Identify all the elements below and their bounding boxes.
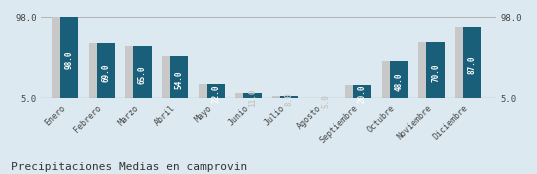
Bar — [235, 93, 261, 103]
Bar — [97, 43, 115, 103]
Bar — [382, 61, 408, 103]
Bar — [133, 46, 151, 103]
Bar — [455, 27, 481, 103]
Bar — [243, 93, 262, 103]
Bar — [345, 85, 371, 103]
Bar — [125, 46, 151, 103]
Text: 87.0: 87.0 — [468, 56, 477, 74]
Bar — [353, 85, 372, 103]
Bar — [89, 43, 114, 103]
Bar — [272, 96, 297, 103]
Text: 11.0: 11.0 — [248, 89, 257, 107]
Bar — [52, 17, 78, 103]
Text: 98.0: 98.0 — [64, 51, 74, 69]
Bar — [60, 17, 78, 103]
Bar — [316, 98, 335, 103]
Bar — [390, 61, 408, 103]
Bar — [170, 56, 188, 103]
Text: 69.0: 69.0 — [101, 64, 110, 82]
Text: Precipitaciones Medias en camprovin: Precipitaciones Medias en camprovin — [11, 162, 247, 172]
Text: 20.0: 20.0 — [358, 85, 367, 103]
Text: 5.0: 5.0 — [321, 94, 330, 108]
Bar — [426, 42, 445, 103]
Bar — [463, 27, 481, 103]
Bar — [207, 84, 225, 103]
Text: 65.0: 65.0 — [138, 65, 147, 84]
Text: 54.0: 54.0 — [175, 70, 184, 89]
Text: 48.0: 48.0 — [394, 73, 403, 91]
Bar — [308, 98, 334, 103]
Text: 70.0: 70.0 — [431, 63, 440, 82]
Text: 22.0: 22.0 — [211, 84, 220, 102]
Text: 8.0: 8.0 — [285, 92, 294, 106]
Bar — [418, 42, 444, 103]
Bar — [280, 96, 298, 103]
Bar — [162, 56, 187, 103]
Bar — [199, 84, 224, 103]
